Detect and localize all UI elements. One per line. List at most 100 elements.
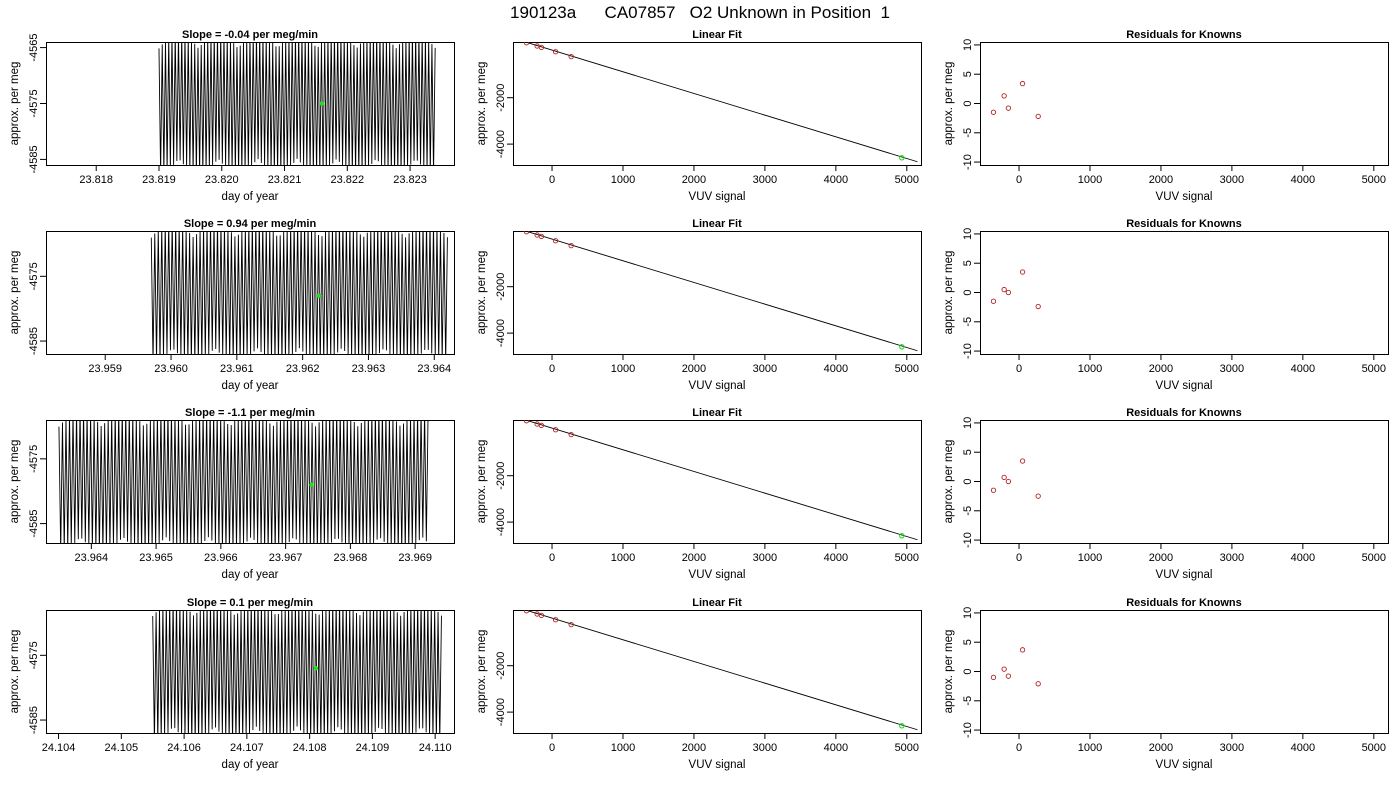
plot-frame: [980, 231, 1389, 355]
known-point: [552, 427, 559, 433]
known-point: [1019, 458, 1026, 464]
known-point: [1019, 269, 1026, 275]
chart-r2-timeseries: Slope = 0.94 per meg/min 23.959 23.960 23.9…: [9, 218, 455, 392]
plot-frame: [46, 420, 455, 544]
y-axis-label: approx. per meg: [943, 62, 955, 146]
y-tick-label: -4575: [28, 89, 40, 117]
x-tick-label: 0: [549, 174, 555, 186]
x-tick-label: 4000: [824, 363, 848, 375]
x-tick-label: 4000: [824, 552, 848, 564]
x-tick-label: 2000: [682, 742, 706, 754]
panel-title: Residuals for Knowns: [1126, 407, 1242, 419]
known-point: [552, 238, 559, 244]
chart-r2-resid: Residuals for Knowns 0 1000 2000 3000 4000 500…: [943, 218, 1389, 392]
known-point: [538, 233, 545, 239]
plot-frame: [46, 42, 455, 166]
x-tick-label: 23.960: [154, 363, 188, 375]
y-tick-label: -4585: [28, 327, 40, 355]
fit-line: [524, 42, 918, 163]
x-axis-label: VUV signal: [1156, 191, 1213, 203]
chart-r4-fit: Linear Fit 0 1000 2000 3000 4000 5000 -2000 -400…: [476, 597, 922, 771]
plot-frame: [513, 610, 922, 734]
y-tick-label: 5: [962, 71, 974, 77]
y-axis-label: approx. per meg: [943, 630, 955, 714]
x-tick-label: 0: [1016, 363, 1022, 375]
x-tick-label: 23.822: [330, 174, 364, 186]
known-point: [1001, 93, 1007, 99]
chart-r4-timeseries: Slope = 0.1 per meg/min 24.104 24.105 24.10…: [9, 597, 455, 771]
x-tick-label: 24.104: [42, 742, 76, 754]
unknown-point: [899, 723, 905, 729]
x-tick-label: 23.963: [352, 363, 386, 375]
x-tick-label: 3000: [753, 363, 777, 375]
plot-frame: [513, 42, 922, 166]
known-point: [1005, 105, 1012, 111]
y-tick-label: -4565: [28, 34, 40, 62]
x-axis-label: VUV signal: [1156, 569, 1213, 581]
y-tick-label: -4000: [495, 698, 507, 726]
x-tick-label: 5000: [895, 552, 919, 564]
y-tick-label: -2000: [495, 273, 507, 301]
y-tick-label: 0: [962, 478, 974, 484]
unknown-point: [899, 155, 905, 161]
x-tick-label: 4000: [1291, 363, 1315, 375]
y-tick-label: 5: [962, 260, 974, 266]
series-line: [58, 420, 429, 543]
x-tick-label: 24.106: [167, 742, 201, 754]
chart-r2-fit: Linear Fit 0 1000 2000 3000 4000 5000 -2000 -400…: [476, 218, 922, 392]
plot-frame: [513, 231, 922, 355]
panel-title: Residuals for Knowns: [1126, 218, 1242, 230]
series-line: [152, 610, 442, 733]
x-axis-label: VUV signal: [689, 569, 746, 581]
x-tick-label: 1000: [1078, 552, 1102, 564]
y-tick-label: 5: [962, 449, 974, 455]
y-tick-label: -5: [962, 696, 974, 706]
chart-panel-r3-resid: Residuals for Knowns 0 1000 2000 3000 4000 500…: [934, 404, 1400, 594]
x-tick-label: 1000: [1078, 742, 1102, 754]
x-tick-label: 23.965: [139, 552, 173, 564]
x-tick-label: 24.107: [230, 742, 264, 754]
x-tick-label: 0: [549, 363, 555, 375]
y-tick-label: -10: [962, 722, 974, 738]
chart-panel-r1-resid: Residuals for Knowns 0 1000 2000 3000 4000 500…: [934, 26, 1400, 216]
x-tick-label: 5000: [1362, 742, 1386, 754]
x-tick-label: 24.110: [419, 742, 452, 754]
chart-panel-r4-fit: Linear Fit 0 1000 2000 3000 4000 5000 -2000 -400…: [467, 594, 933, 784]
y-tick-label: 0: [962, 668, 974, 674]
known-point: [1035, 113, 1041, 120]
chart-panel-r2-timeseries: Slope = 0.94 per meg/min 23.959 23.960 23.9…: [0, 215, 466, 405]
x-tick-label: 23.962: [286, 363, 320, 375]
y-axis-label: approx. per meg: [476, 630, 488, 714]
x-tick-label: 2000: [1149, 174, 1173, 186]
panel-title: Linear Fit: [692, 218, 742, 230]
y-tick-label: -4585: [28, 706, 40, 734]
known-point: [523, 231, 530, 235]
x-tick-label: 0: [549, 552, 555, 564]
known-point: [990, 109, 997, 115]
x-tick-label: 0: [1016, 174, 1022, 186]
x-tick-label: 23.966: [204, 552, 238, 564]
known-point: [538, 612, 545, 618]
y-tick-label: -10: [962, 532, 974, 548]
x-tick-label: 3000: [1220, 174, 1244, 186]
known-point: [552, 617, 559, 623]
known-point: [568, 242, 574, 249]
y-tick-label: 10: [962, 607, 974, 619]
x-axis-label: VUV signal: [689, 759, 746, 771]
x-tick-label: 3000: [1220, 552, 1244, 564]
unknown-point: [309, 482, 314, 488]
chart-panel-r4-resid: Residuals for Knowns 0 1000 2000 3000 4000 500…: [934, 594, 1400, 784]
x-axis-label: VUV signal: [1156, 380, 1213, 392]
x-tick-label: 23.818: [79, 174, 113, 186]
y-tick-label: 10: [962, 228, 974, 240]
known-point: [568, 621, 574, 628]
series-line: [158, 42, 436, 165]
chart-r4-resid: Residuals for Knowns 0 1000 2000 3000 4000 500…: [943, 597, 1389, 771]
known-point: [1019, 80, 1026, 87]
x-tick-label: 24.108: [293, 742, 327, 754]
y-tick-label: -4585: [28, 510, 40, 538]
chart-r1-fit: Linear Fit 0 1000 2000 3000 4000 5000 -2000 -400…: [476, 29, 922, 203]
y-axis-label: approx. per meg: [943, 251, 955, 335]
y-tick-label: -4000: [495, 319, 507, 347]
x-tick-label: 4000: [824, 742, 848, 754]
